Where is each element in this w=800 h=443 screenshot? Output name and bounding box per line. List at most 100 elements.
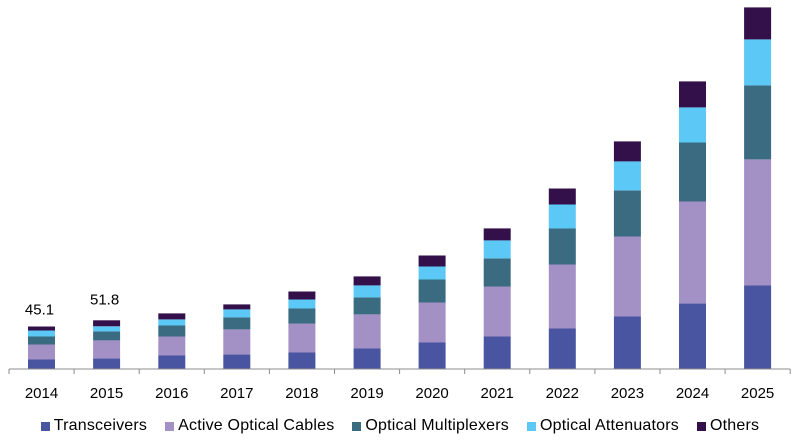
bar-2023	[613, 141, 641, 369]
bar-segment-optical-attenuators	[679, 107, 706, 143]
x-tick-label: 2015	[90, 385, 123, 402]
bar-segment-transceivers	[418, 342, 446, 369]
bar-segment-active-optical-cables	[679, 201, 706, 304]
bar-segment-others	[679, 81, 706, 108]
bar-segment-optical-attenuators	[548, 204, 576, 229]
legend-label: Transceivers	[53, 417, 148, 434]
bar-segment-transceivers	[353, 348, 381, 369]
bar-segment-optical-multiplexers	[548, 228, 576, 265]
bar-segment-active-optical-cables	[613, 236, 641, 317]
legend-swatch-icon	[697, 421, 707, 431]
bar-segment-optical-attenuators	[483, 240, 511, 259]
bar-segment-active-optical-cables	[158, 336, 186, 356]
x-tick-label: 2024	[676, 385, 709, 402]
legend-swatch-icon	[40, 421, 50, 431]
legend-swatch-icon	[165, 421, 175, 431]
x-tick-label: 2021	[481, 385, 514, 402]
legend: Transceivers Active Optical Cables Optical…	[0, 414, 800, 438]
bar-segment-optical-attenuators	[93, 326, 121, 332]
legend-item-optical-multiplexers: Optical Multiplexers	[352, 417, 509, 435]
bar-segment-transceivers	[679, 303, 706, 369]
legend-label: Active Optical Cables	[178, 417, 335, 434]
legend-item-transceivers: Transceivers	[40, 417, 148, 435]
bar-segment-optical-multiplexers	[353, 297, 381, 315]
bar-segment-others	[418, 255, 446, 267]
bar-segment-others	[93, 320, 121, 327]
x-tick-label: 2016	[155, 385, 188, 402]
bars-group	[28, 7, 772, 369]
bar-segment-transceivers	[288, 352, 316, 369]
legend-swatch-icon	[527, 421, 537, 431]
legend-item-optical-attenuators: Optical Attenuators	[527, 417, 679, 435]
bar-segment-active-optical-cables	[483, 286, 511, 337]
bar-segment-active-optical-cables	[93, 340, 121, 359]
bar-segment-optical-attenuators	[158, 319, 186, 326]
bar-segment-optical-multiplexers	[418, 279, 446, 303]
legend-item-others: Others	[697, 417, 759, 435]
x-tick-label: 2019	[350, 385, 383, 402]
bar-segment-optical-multiplexers	[679, 142, 706, 202]
bar-segment-transceivers	[744, 285, 772, 369]
bar-segment-others	[353, 276, 381, 286]
bar-2015	[93, 320, 121, 369]
bar-segment-optical-multiplexers	[93, 331, 121, 341]
bar-segment-others	[483, 228, 511, 241]
x-tick-label: 2020	[415, 385, 448, 402]
bar-segment-others	[223, 304, 251, 310]
bar-segment-optical-multiplexers	[483, 258, 511, 287]
bar-segment-active-optical-cables	[744, 159, 772, 286]
bar-segment-others	[28, 326, 55, 331]
x-axis: 2014 2015 2016 2017 2018 2019 2020 2021 2022 2023…	[8, 368, 791, 402]
data-label: 51.8	[90, 291, 119, 308]
bar-2016	[158, 313, 186, 369]
bar-segment-active-optical-cables	[548, 264, 576, 329]
bar-2024	[679, 81, 706, 369]
bar-2021	[483, 228, 511, 369]
legend-swatch-icon	[352, 421, 362, 431]
bar-segment-active-optical-cables	[28, 344, 55, 360]
bar-segment-active-optical-cables	[418, 302, 446, 343]
legend-item-active-optical-cables: Active Optical Cables	[165, 417, 334, 435]
bar-segment-transceivers	[548, 328, 576, 369]
bar-2017	[223, 304, 251, 369]
bar-segment-optical-attenuators	[288, 299, 316, 309]
bar-segment-active-optical-cables	[223, 329, 251, 355]
bar-segment-optical-multiplexers	[158, 325, 186, 337]
bar-2019	[353, 276, 381, 369]
data-labels-group: 45.1 51.8	[25, 291, 119, 318]
x-tick-label: 2017	[220, 385, 253, 402]
bar-segment-optical-multiplexers	[223, 317, 251, 330]
data-label: 45.1	[25, 302, 54, 319]
bar-segment-optical-attenuators	[353, 285, 381, 298]
bar-2018	[288, 291, 316, 369]
bar-segment-optical-multiplexers	[288, 308, 316, 324]
bar-segment-transceivers	[613, 316, 641, 369]
bar-segment-others	[548, 188, 576, 205]
bar-segment-others	[288, 291, 316, 300]
bar-segment-optical-attenuators	[418, 266, 446, 280]
legend-label: Others	[710, 417, 760, 434]
x-tick-label: 2018	[285, 385, 318, 402]
bar-segment-transceivers	[483, 336, 511, 369]
bar-segment-optical-attenuators	[28, 330, 55, 337]
legend-label: Optical Multiplexers	[365, 417, 510, 434]
bar-segment-optical-attenuators	[613, 161, 641, 191]
legend-label: Optical Attenuators	[540, 417, 680, 434]
bar-segment-optical-attenuators	[744, 39, 772, 86]
x-tick-label: 2023	[611, 385, 644, 402]
bar-segment-transceivers	[158, 355, 186, 369]
bar-segment-others	[613, 141, 641, 162]
x-tick-label: 2025	[741, 385, 774, 402]
bar-2025	[744, 7, 772, 369]
bar-segment-optical-attenuators	[223, 309, 251, 318]
bar-2020	[418, 255, 446, 369]
bar-segment-active-optical-cables	[353, 314, 381, 349]
bar-segment-others	[158, 313, 186, 320]
x-tick-label: 2014	[25, 385, 58, 402]
bar-2022	[548, 188, 576, 369]
bar-segment-optical-multiplexers	[613, 190, 641, 237]
bar-segment-optical-multiplexers	[744, 85, 772, 160]
bar-segment-optical-multiplexers	[28, 336, 55, 345]
bar-segment-active-optical-cables	[288, 323, 316, 353]
